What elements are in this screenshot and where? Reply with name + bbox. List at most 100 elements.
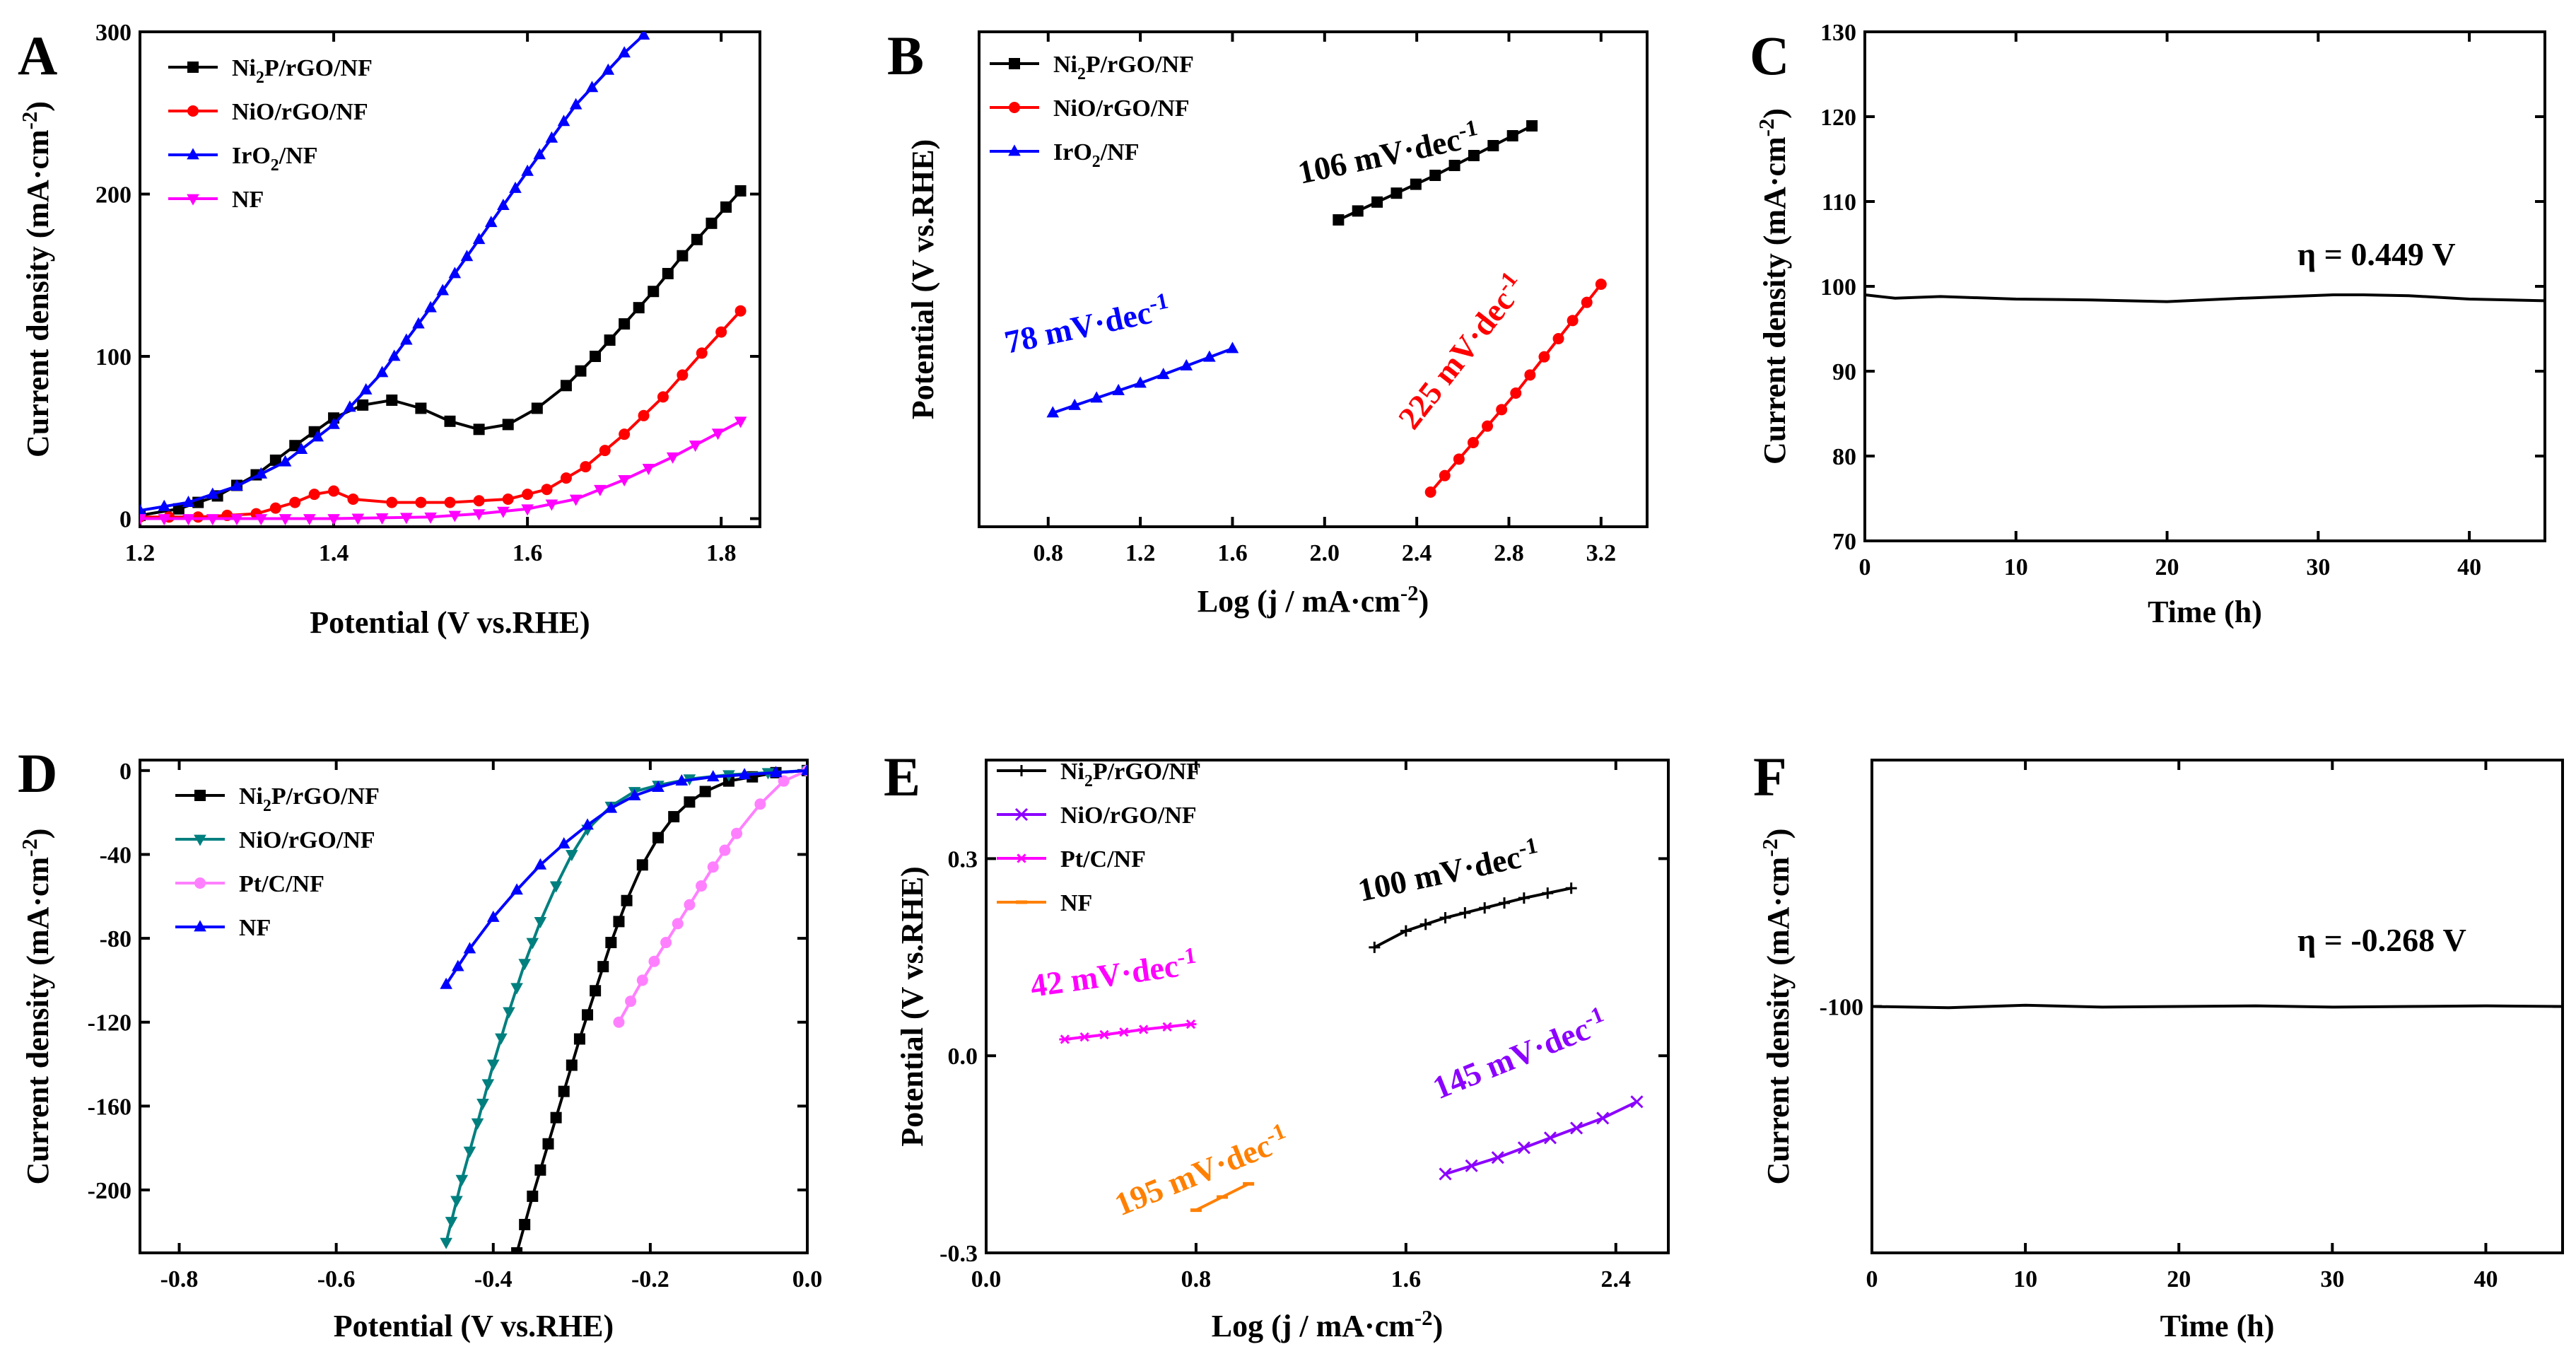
data-point (1439, 1167, 1452, 1181)
data-point (581, 818, 594, 830)
panel-c: C 0 10 20 30 40 70 80 90 100 110 120 130 Time (h) Curr… (1750, 20, 2546, 629)
data-point (637, 32, 650, 40)
data-point (590, 351, 602, 363)
legend-label: Ni2P/rGO/NF (1053, 52, 1194, 83)
data-point (545, 499, 558, 511)
data-point (585, 81, 599, 93)
data-point (450, 1196, 463, 1208)
data-point (575, 365, 587, 377)
legend-entry: NF (997, 890, 1092, 916)
x-tick-label: 30 (2306, 554, 2330, 580)
data-point (1487, 140, 1499, 151)
x-tick-label: 0 (1866, 1266, 1878, 1292)
data-point (590, 985, 602, 997)
data-point (1180, 358, 1193, 370)
data-point (424, 512, 437, 524)
data-point (140, 503, 146, 515)
y-tick-label: 90 (1832, 359, 1856, 385)
annotation-label: 78 mV·dec-1 (1001, 288, 1173, 361)
series-0 (140, 185, 747, 521)
legend-entry: NF (175, 915, 271, 941)
data-point (510, 983, 523, 995)
data-point (534, 1164, 546, 1176)
data-point (386, 496, 398, 508)
data-point (618, 475, 631, 487)
data-point (1112, 383, 1125, 395)
data-point (486, 910, 500, 922)
data-point (1570, 1121, 1583, 1135)
data-point (1596, 1111, 1610, 1125)
data-point (566, 850, 578, 862)
legend-marker (1016, 765, 1027, 776)
series-3 (440, 764, 807, 989)
data-point (1068, 398, 1082, 410)
y-tick-label: 0.3 (948, 846, 978, 872)
legend-entry: Ni2P/rGO/NF (175, 783, 380, 815)
annotation-label: 106 mV·dec-1 (1294, 115, 1482, 191)
data-point (1134, 376, 1147, 388)
data-point (1538, 351, 1550, 363)
data-point (604, 801, 618, 813)
data-point (455, 1174, 469, 1186)
data-point (172, 503, 185, 515)
data-point (666, 452, 679, 464)
data-point (424, 300, 437, 313)
x-tick-label: 1.8 (706, 540, 737, 566)
data-point (734, 185, 747, 197)
legend-label: NiO/rGO/NF (1053, 95, 1190, 122)
legend-entry: Pt/C/NF (997, 846, 1146, 872)
data-point (1429, 170, 1441, 181)
panel-label: D (18, 742, 57, 804)
x-tick-label: 40 (2457, 554, 2481, 580)
plot-area (140, 32, 747, 526)
x-tick-label: -0.6 (317, 1266, 356, 1292)
x-tick-label: 2.0 (1310, 540, 1340, 566)
data-point (308, 489, 320, 501)
x-tick-label: 0.0 (971, 1266, 1002, 1292)
data-point (327, 417, 340, 429)
data-point (707, 861, 719, 873)
data-point (279, 514, 292, 526)
data-point (444, 415, 456, 427)
data-point (1510, 387, 1522, 399)
plot-area (440, 764, 807, 1253)
data-point (448, 267, 462, 279)
data-point (754, 798, 766, 810)
x-tick-label: -0.8 (160, 1266, 199, 1292)
data-point (569, 494, 582, 506)
data-point (303, 514, 316, 526)
data-point (279, 455, 292, 467)
data-point (619, 318, 631, 330)
panel-label: F (1753, 746, 1787, 807)
data-point (618, 46, 631, 58)
series-2 (140, 32, 650, 515)
data-point (1157, 368, 1170, 380)
data-point (1567, 315, 1579, 327)
panel-label: B (887, 25, 924, 86)
series-0 (511, 764, 807, 1253)
x-tick-label: 1.4 (319, 540, 349, 566)
data-point (502, 419, 514, 431)
data-point (472, 509, 486, 521)
data-point (558, 1085, 570, 1097)
data-point (526, 938, 539, 950)
series-1 (1424, 279, 1607, 498)
x-axis-label: Potential (V vs.RHE) (310, 605, 590, 640)
data-point (1517, 1141, 1530, 1155)
y-tick-label: -200 (88, 1178, 131, 1204)
data-point (689, 440, 702, 453)
legend-marker (1014, 807, 1029, 822)
data-point (684, 796, 696, 808)
panel-b: B 0.8 1.2 1.6 2.0 2.4 2.8 3.2 Log (j / mA·cm-2) P… (887, 25, 1649, 619)
data-point (463, 1146, 476, 1158)
data-point (206, 487, 219, 499)
data-point (715, 326, 727, 338)
data-point (140, 514, 146, 526)
data-point (327, 514, 340, 526)
series-line (140, 310, 742, 519)
data-point (1465, 1159, 1478, 1172)
x-axis-label: Time (h) (2160, 1309, 2275, 1343)
panel-label: A (18, 25, 57, 86)
legend-marker (194, 834, 206, 846)
